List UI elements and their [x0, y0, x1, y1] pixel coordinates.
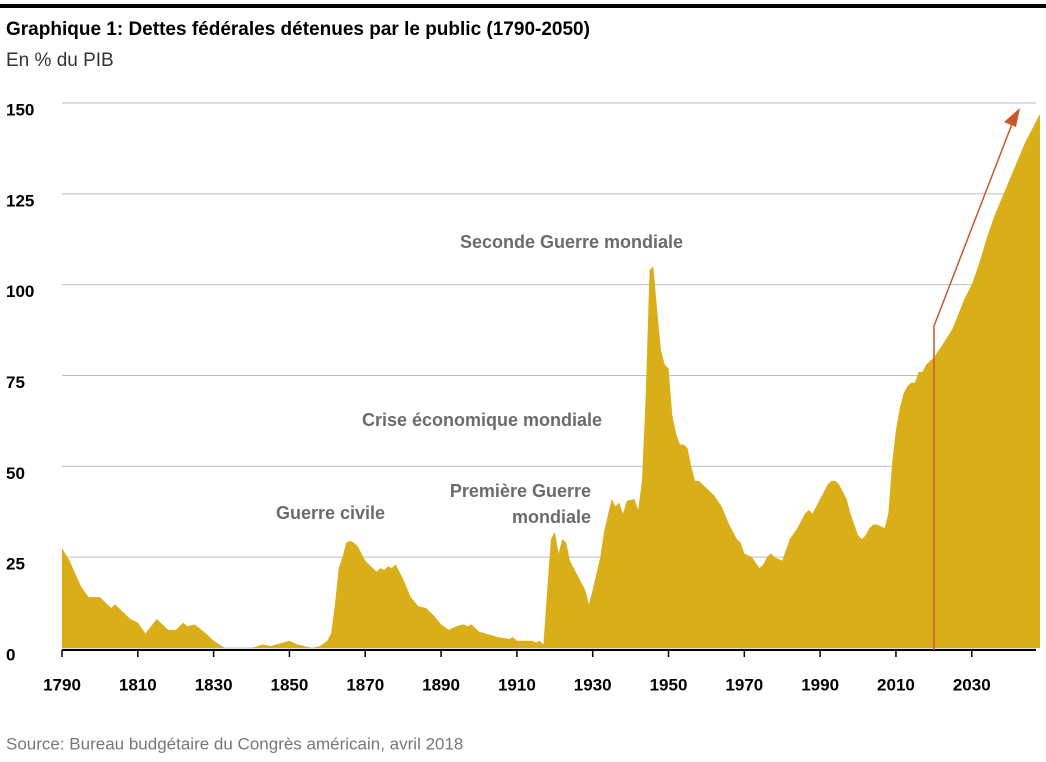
top-rule [0, 4, 1046, 8]
y-tick-label: 150 [6, 100, 34, 119]
x-tick-label: 2010 [877, 675, 915, 694]
x-tick-label: 1890 [422, 675, 460, 694]
x-tick-label: 1910 [498, 675, 536, 694]
arrow-line [933, 123, 1013, 650]
annotation: Crise économique mondiale [362, 410, 603, 430]
y-tick-label: 125 [6, 191, 34, 210]
x-tick-label: 1870 [346, 675, 384, 694]
annotation: Seconde Guerre mondiale [460, 232, 684, 252]
chart-title: Graphique 1: Dettes fédérales détenues p… [6, 19, 590, 40]
y-tick-label: 50 [6, 464, 25, 483]
x-tick-label: 2030 [953, 675, 991, 694]
x-tick-label: 1930 [574, 675, 612, 694]
x-tick-label: 1810 [119, 675, 157, 694]
area [62, 113, 1040, 648]
x-tick-label: 1970 [725, 675, 763, 694]
y-tick-label: 100 [6, 282, 34, 301]
y-tick-label: 25 [6, 555, 25, 574]
x-tick-label: 1850 [271, 675, 309, 694]
source: Source: Bureau budgétaire du Congrès amé… [6, 734, 463, 753]
x-tick-label: 1830 [195, 675, 233, 694]
y-tick-label: 75 [6, 373, 25, 392]
annotation: Guerre civile [276, 503, 386, 523]
x-tick-label: 1790 [43, 675, 81, 694]
arrow-head [1004, 108, 1020, 127]
annotation: Première Guerre mondiale [449, 481, 591, 527]
x-tick-label: 1950 [650, 675, 688, 694]
chart-subtitle: En % du PIB [6, 50, 114, 71]
y-tick-label: 0 [6, 645, 15, 664]
x-tick-label: 1990 [801, 675, 839, 694]
